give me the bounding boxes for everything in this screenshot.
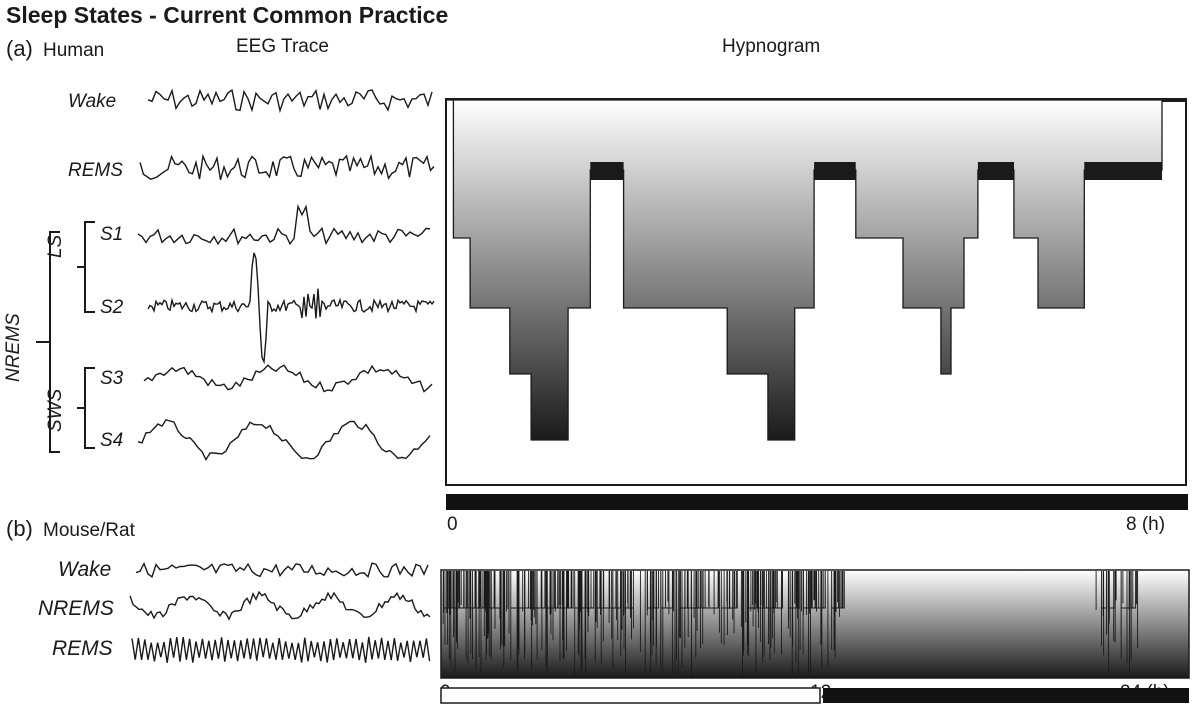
eeg-s4-trace: [137, 418, 431, 462]
trace-label-wake: Wake: [68, 91, 117, 112]
trace-label-s2: S2: [100, 297, 124, 318]
panel-b-tag: (b): [6, 516, 33, 541]
rems-episode-block: [590, 162, 624, 180]
trace-label-s1: S1: [100, 224, 124, 245]
rems-episode-block: [814, 162, 856, 180]
mouse-hypnogram-state-transitions: [442, 571, 1139, 677]
light-period-bar: [440, 687, 821, 704]
eeg-s1-trace: [137, 204, 431, 246]
mouse-eeg-wake-trace: [135, 561, 429, 579]
hypnogram-rems-blocks: [590, 99, 1186, 180]
dark-period-bar: [823, 688, 1189, 703]
mouse-eeg-nrems-trace: [129, 590, 431, 621]
panel-b-species: Mouse/Rat: [43, 520, 135, 541]
sws-bracket: [77, 367, 95, 449]
mouse-trace-label-wake: Wake: [58, 558, 112, 581]
human-eeg-traces: [137, 88, 435, 462]
mouse-trace-label-nrems: NREMS: [38, 597, 114, 620]
nrems-bracket: [36, 231, 60, 453]
trace-label-rems: REMS: [68, 160, 123, 181]
eeg-wake-trace: [147, 88, 433, 114]
figure-title: Sleep States - Current Common Practice: [6, 2, 449, 28]
ls-bracket: [77, 221, 95, 313]
mouse-eeg-traces: [129, 561, 431, 663]
final-wake-marker: [1161, 99, 1186, 102]
mouse-trace-label-rems: REMS: [52, 637, 113, 660]
eeg-s3-trace: [143, 364, 433, 393]
trace-label-s4: S4: [100, 430, 124, 451]
hypnogram-frame: [445, 98, 1187, 486]
mouse-eeg-rems-trace: [131, 636, 431, 663]
panel-a-species: Human: [43, 40, 105, 61]
human-time-bar: [446, 494, 1188, 510]
rems-episode-block: [977, 162, 1014, 180]
time-axis-a-start: 0: [447, 514, 458, 535]
trace-label-s3: S3: [100, 368, 124, 389]
eeg-s2-trace: [147, 252, 435, 365]
mouse-hypnogram-transitions: [442, 571, 1139, 677]
eeg-rems-trace: [139, 153, 435, 180]
time-axis-a-end: 8 (h): [1126, 514, 1166, 535]
hypnogram-area: [446, 99, 1186, 441]
stage-brackets: [36, 221, 95, 453]
panel-a-tag: (a): [6, 36, 33, 61]
hypnogram-header: Hypnogram: [722, 36, 821, 57]
rems-episode-block: [1084, 162, 1162, 180]
eeg-trace-header: EEG Trace: [236, 36, 329, 57]
